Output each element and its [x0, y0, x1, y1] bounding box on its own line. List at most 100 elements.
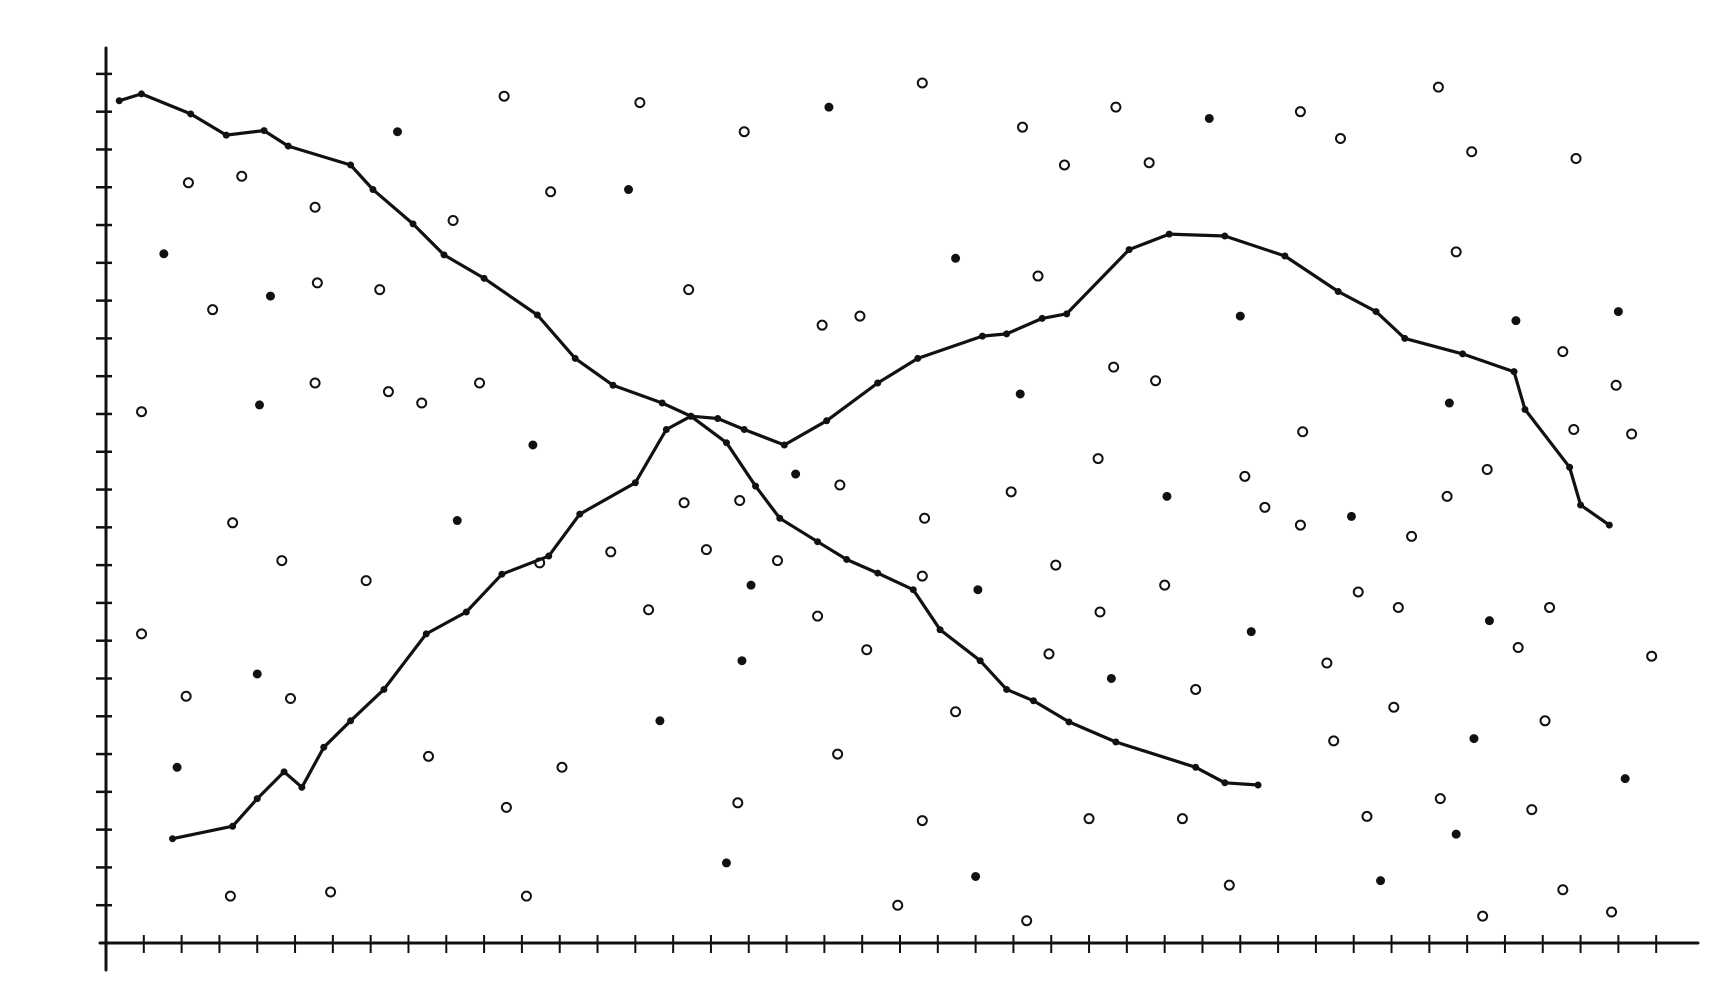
- line-vertex: [1038, 314, 1046, 322]
- scatter-point: [1239, 470, 1251, 482]
- scatter-point: [1557, 884, 1569, 896]
- scatter-point: [180, 690, 192, 702]
- scatter-point: [520, 890, 532, 902]
- line-vertex: [662, 425, 670, 433]
- scatter-point: [916, 815, 928, 827]
- line-vertex: [1003, 685, 1011, 693]
- scatter-point: [738, 126, 750, 138]
- line-vertex: [714, 415, 722, 423]
- scatter-point: [393, 127, 403, 137]
- scatter-point: [973, 585, 983, 595]
- scatter-point: [265, 291, 275, 301]
- scatter-point: [1568, 423, 1580, 435]
- scatter-point: [1083, 813, 1095, 825]
- scatter-point: [1646, 650, 1658, 662]
- line-vertex: [229, 822, 237, 830]
- scatter-point: [854, 310, 866, 322]
- scatter-point: [816, 319, 828, 331]
- scatter-point: [1159, 579, 1171, 591]
- scatter-point: [1143, 157, 1155, 169]
- scatter-point: [1094, 606, 1106, 618]
- line-vertex: [1065, 718, 1073, 726]
- scatter-point: [1450, 246, 1462, 258]
- scatter-point: [812, 610, 824, 622]
- line-vertex: [138, 90, 146, 98]
- line-vertex: [222, 131, 230, 139]
- scatter-point: [1620, 774, 1630, 784]
- line-vertex: [1221, 232, 1229, 240]
- scatter-point: [1106, 673, 1116, 683]
- scatter-point: [1361, 810, 1373, 822]
- scatter-point: [950, 706, 962, 718]
- line-vertex: [823, 417, 831, 425]
- scatter-point: [951, 253, 961, 263]
- line-vertex: [909, 586, 917, 594]
- scatter-point: [1613, 307, 1623, 317]
- scatter-point: [285, 693, 297, 705]
- scatter-point: [382, 386, 394, 398]
- line-vertex: [187, 110, 195, 118]
- scatter-point: [832, 748, 844, 760]
- scatter-point: [309, 377, 321, 389]
- scatter-point: [224, 890, 236, 902]
- scatter-point: [721, 858, 731, 868]
- scatter-point: [1190, 683, 1202, 695]
- scatter-point: [545, 186, 557, 198]
- line-vertex: [1281, 252, 1289, 260]
- line-vertex: [687, 412, 695, 420]
- scatter-point: [834, 479, 846, 491]
- line-vertex: [480, 274, 488, 282]
- line-vertex: [843, 555, 851, 563]
- line-vertex: [1510, 368, 1518, 376]
- scatter-point: [1150, 375, 1162, 387]
- line-vertex: [284, 142, 292, 150]
- line-vertex: [1063, 310, 1071, 318]
- scatter-point: [1441, 490, 1453, 502]
- scatter-point: [1297, 426, 1309, 438]
- scatter-point: [1606, 906, 1618, 918]
- scatter-point: [1388, 701, 1400, 713]
- scatter-point: [1032, 270, 1044, 282]
- line-vertex: [722, 439, 730, 447]
- scatter-point: [447, 215, 459, 227]
- scatter-point: [159, 249, 169, 259]
- scatter-point: [1043, 648, 1055, 660]
- line-vertex: [1401, 334, 1409, 342]
- line-vertex: [545, 552, 553, 560]
- scatter-point: [1466, 146, 1478, 158]
- scatter-point: [861, 644, 873, 656]
- scatter-point: [360, 575, 372, 587]
- scatter-point: [227, 517, 239, 529]
- line-vertex: [422, 630, 430, 638]
- line-vertex: [1003, 330, 1011, 338]
- line: [117, 92, 1260, 787]
- line-vertex: [298, 783, 306, 791]
- scatter-point: [255, 400, 265, 410]
- line-vertex: [631, 479, 639, 487]
- scatter-point: [1484, 616, 1494, 626]
- scatter-point: [1246, 627, 1256, 637]
- line-vertex: [280, 768, 288, 776]
- line-vertex: [1029, 697, 1037, 705]
- line-vertex: [409, 220, 417, 228]
- scatter-point: [1570, 153, 1582, 165]
- scatter-point: [498, 90, 510, 102]
- scatter-point: [624, 185, 634, 195]
- scatter-point: [1162, 491, 1172, 501]
- line-vertex: [1125, 246, 1133, 254]
- scatter-point: [136, 406, 148, 418]
- scatter-point: [1223, 879, 1235, 891]
- line-vertex: [1459, 350, 1467, 358]
- line-vertex: [320, 743, 328, 751]
- scatter-point: [528, 440, 538, 450]
- line-vertex: [1112, 738, 1120, 746]
- scatter-point: [916, 77, 928, 89]
- line-vertex: [874, 569, 882, 577]
- scatter-point: [746, 580, 756, 590]
- scatter-point: [771, 555, 783, 567]
- scatter-point: [732, 797, 744, 809]
- scatter-point: [311, 277, 323, 289]
- line-vertex: [440, 251, 448, 259]
